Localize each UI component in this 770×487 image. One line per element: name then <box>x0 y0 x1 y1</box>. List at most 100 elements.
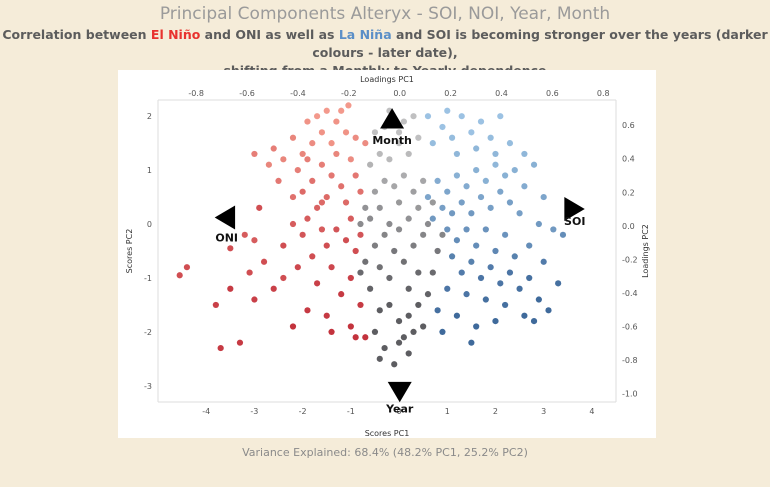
data-point <box>342 129 350 136</box>
data-point <box>521 183 528 190</box>
data-point <box>405 350 412 357</box>
data-point <box>420 323 427 330</box>
data-point <box>256 204 263 211</box>
data-point <box>487 264 494 271</box>
data-point <box>429 215 436 222</box>
data-point <box>352 134 359 141</box>
x-tick-label: 1 <box>445 407 450 416</box>
data-point <box>289 134 297 141</box>
data-point <box>473 145 480 152</box>
data-point <box>468 339 475 346</box>
data-point <box>227 285 234 292</box>
data-point <box>367 285 374 292</box>
x-tick-label: 2 <box>493 407 498 416</box>
y-tick-label: 2 <box>147 112 152 121</box>
data-point <box>304 156 311 163</box>
data-point <box>371 242 379 249</box>
data-point <box>453 150 461 158</box>
y-tick-label: -3 <box>144 382 152 391</box>
data-point <box>289 193 297 201</box>
data-point <box>357 220 364 228</box>
data-point <box>323 242 330 249</box>
data-point <box>453 312 461 319</box>
data-point <box>395 140 403 147</box>
data-point <box>468 258 475 265</box>
data-point <box>251 150 258 158</box>
data-point <box>289 220 297 228</box>
data-point <box>482 296 489 303</box>
data-point <box>420 177 427 184</box>
data-point <box>506 269 514 276</box>
data-point <box>502 301 509 309</box>
right-tick-label: -0.2 <box>622 255 638 264</box>
x-axis-title: Scores PC1 <box>365 429 410 438</box>
data-point <box>429 199 436 206</box>
data-point <box>434 247 441 255</box>
data-point <box>511 167 518 174</box>
data-point <box>550 226 557 233</box>
top-tick-label: 0.8 <box>597 89 610 98</box>
data-point <box>482 177 489 184</box>
data-point <box>439 204 446 211</box>
data-point <box>444 226 451 233</box>
data-point <box>415 269 422 276</box>
data-point <box>227 245 234 252</box>
chart-panel: -4 -3 -2 -1 0 1 2 3 4 -3 -2 -1 0 1 2 -0.8 -0.6 -0.4 -0.2 0.… <box>118 70 656 438</box>
data-point <box>487 134 494 141</box>
data-point <box>246 269 253 276</box>
data-point <box>463 226 470 233</box>
loadings-layer: Month ONI SOI Year <box>214 108 585 415</box>
data-point <box>395 339 403 346</box>
subtitle-la-nina: La Niña <box>338 27 392 42</box>
top-tick-label: -0.2 <box>341 89 357 98</box>
subtitle-el-nino: El Niño <box>150 27 201 42</box>
data-point <box>405 312 412 319</box>
data-point <box>309 140 316 147</box>
data-point <box>352 247 359 255</box>
data-point <box>497 188 504 195</box>
data-point <box>376 204 383 211</box>
data-point <box>482 226 489 233</box>
data-point <box>511 253 518 260</box>
top-tick-label: -0.8 <box>188 89 204 98</box>
data-point <box>386 156 393 163</box>
x-tick-label: -4 <box>202 407 210 416</box>
data-point <box>313 204 321 211</box>
data-point <box>352 172 359 179</box>
data-point <box>323 107 330 114</box>
data-point <box>521 150 528 158</box>
data-point <box>347 156 354 163</box>
pca-biplot: -4 -3 -2 -1 0 1 2 3 4 -3 -2 -1 0 1 2 -0.8 -0.6 -0.4 -0.2 0.… <box>125 75 650 438</box>
data-point <box>502 231 509 238</box>
data-point <box>535 296 542 303</box>
data-point <box>458 199 465 206</box>
data-point <box>376 150 383 158</box>
data-point <box>381 344 388 352</box>
data-point <box>328 172 335 179</box>
right-tick-label: -1.0 <box>622 390 638 399</box>
data-point <box>304 307 311 314</box>
data-point <box>362 258 369 265</box>
data-point <box>333 150 340 158</box>
data-point <box>362 204 369 211</box>
data-point <box>371 188 379 195</box>
data-point <box>318 226 326 233</box>
data-point <box>448 253 456 260</box>
data-point <box>313 113 321 120</box>
data-point <box>497 280 504 287</box>
top-tick-label: 0.2 <box>444 89 457 98</box>
data-point <box>540 193 547 201</box>
data-point <box>410 188 417 195</box>
data-point <box>410 242 417 249</box>
data-point <box>463 291 470 298</box>
data-point <box>415 204 422 211</box>
data-point <box>424 193 432 201</box>
data-point <box>304 118 311 125</box>
data-point <box>251 296 258 303</box>
top-tick-label: 0.0 <box>393 89 406 98</box>
data-point <box>318 129 326 136</box>
data-point <box>526 274 533 282</box>
data-point <box>376 355 383 362</box>
points-layer <box>176 102 567 368</box>
data-point <box>265 161 272 168</box>
